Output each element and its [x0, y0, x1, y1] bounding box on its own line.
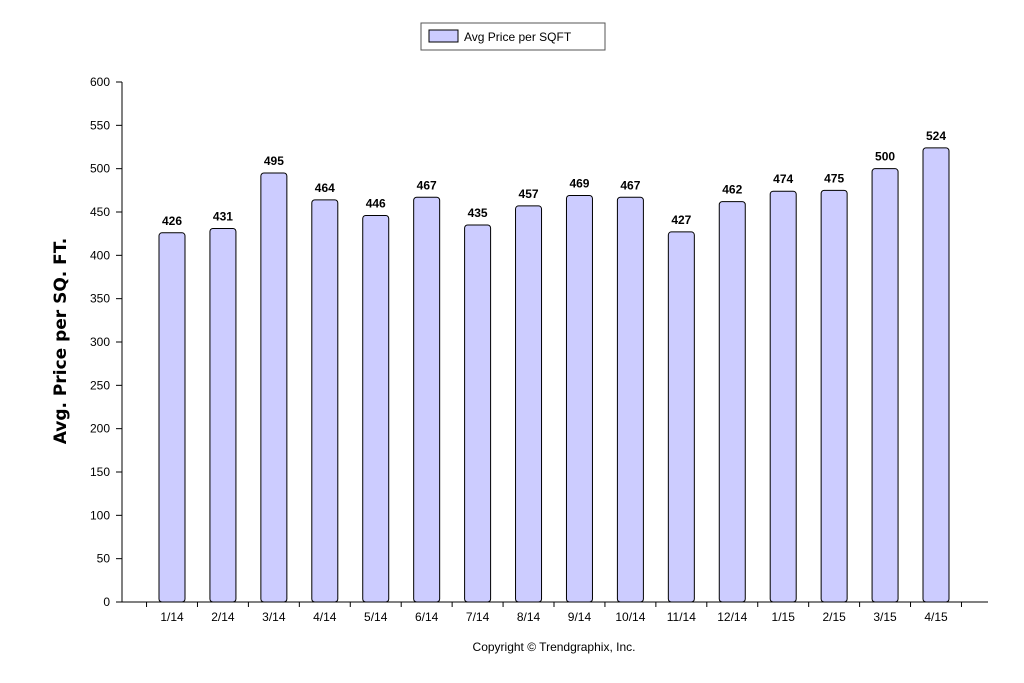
- legend-swatch: [428, 29, 459, 43]
- bar-4-15: [922, 147, 950, 603]
- data-label: 474: [773, 172, 793, 186]
- data-label: 435: [468, 206, 488, 220]
- x-tick-label: 7/14: [466, 610, 490, 624]
- x-axis: 1/14 2/14 3/14 4/14 5/14 6/14 7/14 8/14 9/14 10/1…: [122, 601, 988, 624]
- y-tick-label: 0: [103, 595, 110, 609]
- data-label: 495: [264, 154, 284, 168]
- y-tick-label: 50: [97, 552, 111, 566]
- data-label: 500: [875, 150, 895, 164]
- x-tick-label: 4/14: [313, 610, 337, 624]
- bar-2-14: [209, 227, 237, 603]
- y-tick-label: 250: [90, 378, 110, 392]
- bar-1-14: [158, 232, 186, 603]
- y-tick-label: 300: [90, 335, 110, 349]
- x-tick-label: 1/15: [772, 610, 796, 624]
- y-tick-label: 100: [90, 508, 110, 522]
- data-label: 426: [162, 214, 182, 228]
- y-tick-label: 200: [90, 422, 110, 436]
- bar-8-14: [515, 205, 543, 603]
- bar-12-14: [718, 201, 746, 603]
- y-tick-label: 450: [90, 205, 110, 219]
- y-tick-label: 600: [90, 75, 110, 89]
- bar-10-14: [616, 196, 644, 603]
- x-tick-label: 3/15: [873, 610, 897, 624]
- y-tick-label: 350: [90, 292, 110, 306]
- x-tick-label: 2/14: [211, 610, 235, 624]
- copyright-text: Copyright © Trendgraphix, Inc.: [473, 640, 636, 654]
- x-tick-label: 11/14: [667, 610, 696, 624]
- y-axis-label: Avg. Price per SQ. FT.: [51, 238, 71, 445]
- bar-9-14: [565, 195, 593, 603]
- y-tick-label: 500: [90, 162, 110, 176]
- data-label: 457: [519, 187, 539, 201]
- x-tick-label: 3/14: [262, 610, 286, 624]
- data-label: 446: [366, 196, 386, 210]
- bar-4-14: [311, 199, 339, 603]
- bar-3-14: [260, 172, 288, 603]
- bars: 426 431 495 464 446 467 435 457 469 467 427 462 474 4…: [158, 129, 950, 603]
- bar-11-14: [667, 231, 695, 603]
- x-tick-label: 10/14: [615, 610, 645, 624]
- y-tick-label: 550: [90, 118, 110, 132]
- x-tick-label: 2/15: [822, 610, 846, 624]
- legend: Avg Price per SQFT: [420, 22, 606, 51]
- x-tick-label: 9/14: [568, 610, 592, 624]
- data-label: 427: [671, 213, 691, 227]
- x-tick-label: 1/14: [160, 610, 184, 624]
- bar-7-14: [464, 224, 492, 603]
- data-label: 467: [417, 178, 437, 192]
- x-tick-label: 8/14: [517, 610, 541, 624]
- data-label: 475: [824, 171, 844, 185]
- bar-6-14: [413, 196, 441, 603]
- x-tick-label: 4/15: [924, 610, 948, 624]
- x-tick-label: 12/14: [717, 610, 747, 624]
- data-label: 464: [315, 181, 335, 195]
- legend-label: Avg Price per SQFT: [464, 30, 572, 44]
- bar-1-15: [769, 190, 797, 603]
- y-tick-label: 150: [90, 465, 110, 479]
- bar-2-15: [820, 189, 848, 603]
- data-label: 467: [620, 178, 640, 192]
- data-label: 431: [213, 209, 233, 223]
- data-label: 469: [569, 177, 589, 191]
- x-tick-label: 5/14: [364, 610, 388, 624]
- data-label: 524: [926, 129, 946, 143]
- bar-3-15: [871, 168, 899, 603]
- x-tick-label: 6/14: [415, 610, 439, 624]
- data-label: 462: [722, 183, 742, 197]
- y-tick-label: 400: [90, 248, 110, 262]
- y-axis: 0 50 100 150 200 250 300 350 400 450 500 550 600: [90, 75, 123, 609]
- bar-5-14: [362, 214, 390, 603]
